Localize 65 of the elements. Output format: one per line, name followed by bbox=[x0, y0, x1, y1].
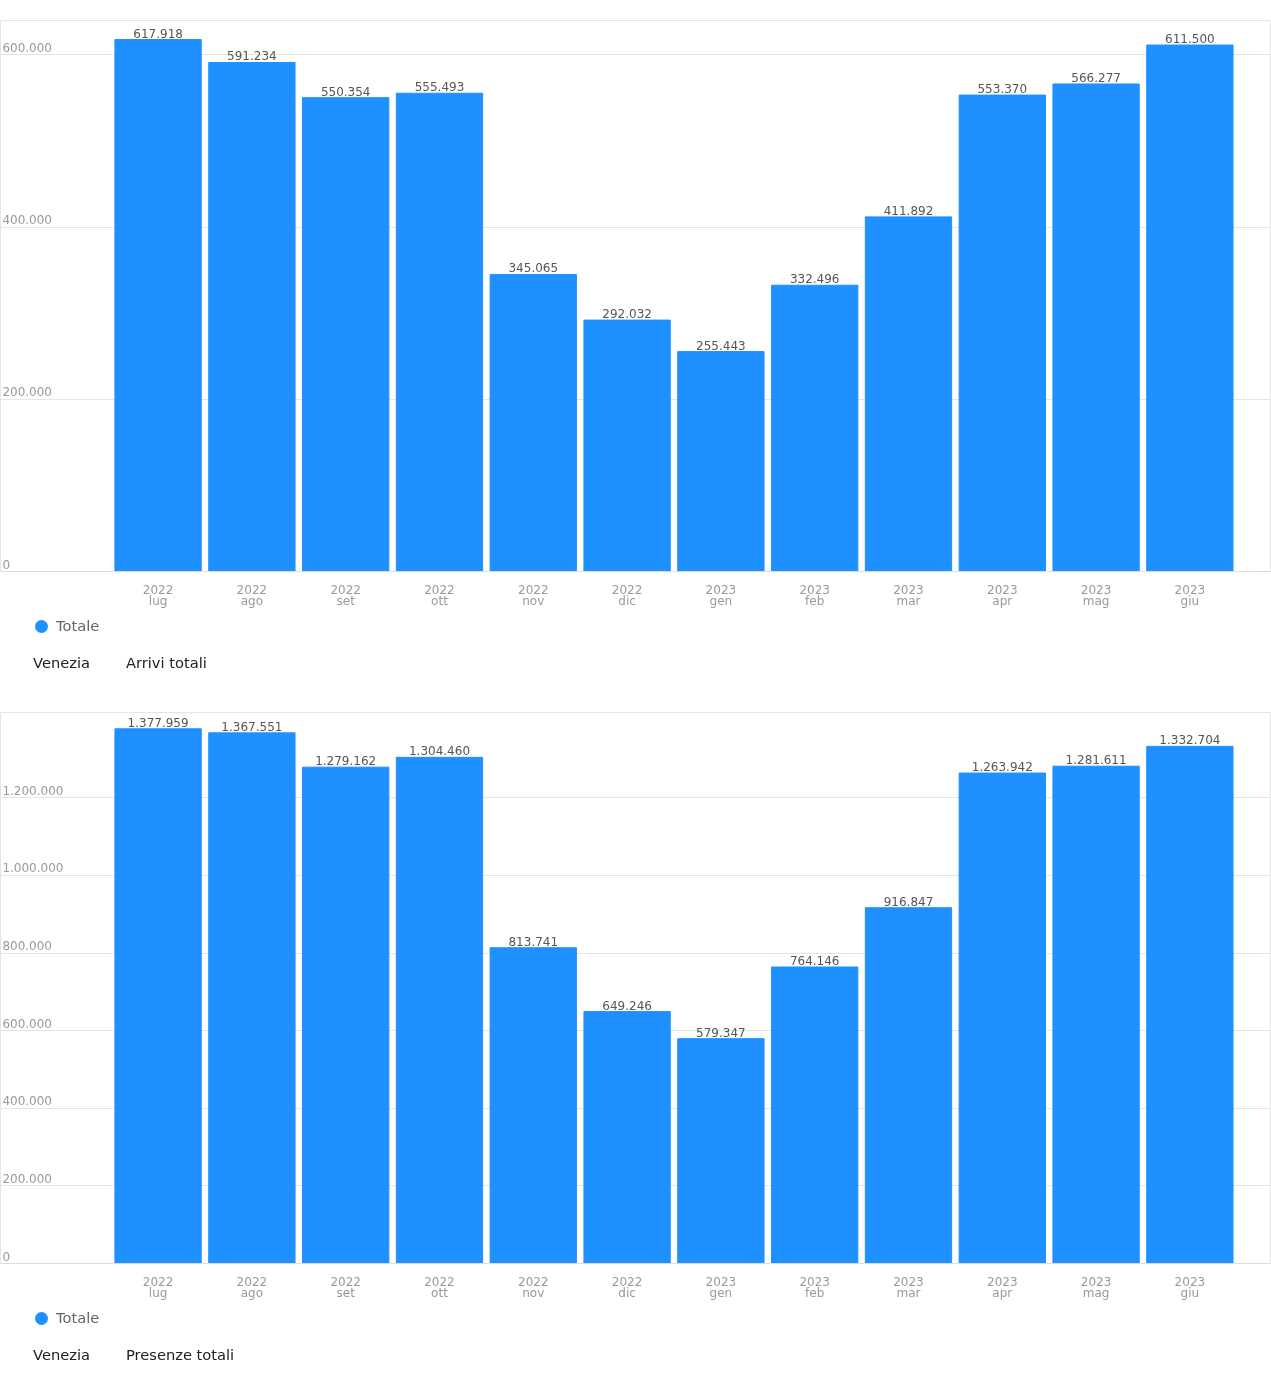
y-tick-label: 200.000 bbox=[2, 1171, 52, 1186]
data-label: 1.377.959 bbox=[127, 715, 189, 730]
y-tick-label: 200.000 bbox=[2, 385, 52, 400]
data-label: 550.354 bbox=[320, 84, 371, 99]
data-label: 1.367.551 bbox=[221, 719, 283, 734]
legend-label: Totale bbox=[56, 1308, 100, 1326]
x-tick-label: 2023 giu bbox=[1174, 1274, 1206, 1300]
y-tick-label: 400.000 bbox=[2, 1094, 52, 1109]
x-tick-label: 2022 nov bbox=[518, 1274, 549, 1300]
data-label: 411.892 bbox=[883, 203, 934, 218]
data-label: 332.496 bbox=[789, 272, 840, 287]
text: Arrivi totali bbox=[125, 654, 207, 671]
x-tick-label: 2023 gen bbox=[705, 1274, 737, 1300]
x-tick-label: 2022 set bbox=[330, 1274, 361, 1300]
y-tick-label: 400.000 bbox=[2, 213, 52, 228]
data-label: 591.234 bbox=[227, 49, 277, 64]
data-label: 1.281.611 bbox=[1065, 753, 1127, 768]
x-tick-label: 2022 ago bbox=[236, 1274, 268, 1300]
text: Venezia bbox=[33, 654, 90, 671]
data-label: 813.741 bbox=[508, 934, 559, 949]
x-tick-label: 2022 ott bbox=[424, 1274, 455, 1300]
x-tick-label: 2022 nov bbox=[518, 582, 549, 608]
y-tick-label: 800.000 bbox=[2, 939, 52, 954]
x-tick-label: 2023 feb bbox=[799, 1274, 830, 1300]
x-tick-label: 2022 ott bbox=[424, 582, 455, 608]
data-label: 553.370 bbox=[977, 82, 1028, 97]
data-label: 1.279.162 bbox=[315, 754, 377, 769]
data-label: 1.332.704 bbox=[1159, 733, 1221, 748]
x-tick-label: 2022 lug bbox=[142, 582, 174, 608]
data-label: 764.146 bbox=[789, 953, 840, 968]
x-tick-label: 2022 lug bbox=[142, 1274, 174, 1300]
data-label: 1.263.942 bbox=[971, 760, 1033, 775]
data-label: 255.443 bbox=[696, 338, 746, 353]
x-tick-label: 2023 gen bbox=[705, 582, 737, 608]
data-label: 649.246 bbox=[602, 998, 652, 1013]
data-label: 916.847 bbox=[883, 894, 934, 909]
data-label: 566.277 bbox=[1071, 70, 1121, 85]
data-label: 1.304.460 bbox=[408, 744, 471, 759]
text: Presenze totali bbox=[125, 1346, 235, 1363]
x-tick-label: 2023 mag bbox=[1080, 582, 1112, 608]
data-label: 292.032 bbox=[602, 307, 652, 322]
y-tick-label: 600.000 bbox=[2, 40, 52, 55]
data-label: 345.065 bbox=[508, 261, 559, 276]
y-tick-label: 0 bbox=[2, 1249, 11, 1264]
x-tick-label: 2022 set bbox=[330, 582, 361, 608]
x-tick-label: 2023 mag bbox=[1080, 1274, 1112, 1300]
legend-label: Totale bbox=[56, 616, 100, 634]
x-tick-label: 2023 mar bbox=[893, 582, 924, 608]
data-label: 579.347 bbox=[696, 1025, 746, 1040]
x-tick-label: 2023 feb bbox=[799, 582, 830, 608]
y-tick-label: 600.000 bbox=[2, 1016, 52, 1031]
x-tick-label: 2023 mar bbox=[893, 1274, 924, 1300]
x-tick-label: 2023 apr bbox=[987, 582, 1018, 608]
x-tick-label: 2022 ago bbox=[236, 582, 268, 608]
text: Venezia bbox=[33, 1346, 90, 1363]
y-tick-label: 1.200.000 bbox=[2, 783, 64, 798]
x-tick-label: 2023 giu bbox=[1174, 582, 1206, 608]
x-tick-label: 2023 apr bbox=[987, 1274, 1018, 1300]
data-label: 611.500 bbox=[1165, 32, 1215, 47]
data-label: 555.493 bbox=[414, 80, 465, 95]
x-tick-label: 2022 dic bbox=[611, 1274, 643, 1300]
data-label: 617.918 bbox=[133, 26, 183, 41]
y-tick-label: 1.000.000 bbox=[2, 861, 64, 876]
y-tick-label: 0 bbox=[2, 557, 11, 572]
x-tick-label: 2022 dic bbox=[611, 582, 643, 608]
